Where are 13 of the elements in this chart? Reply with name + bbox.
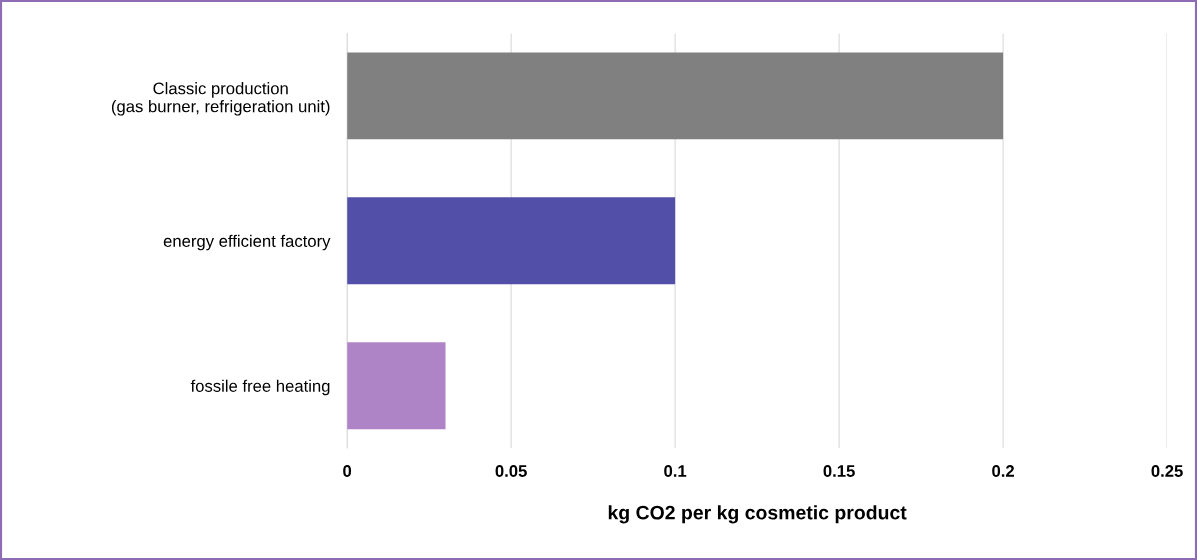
- bar: [347, 197, 676, 285]
- x-tick-label: 0: [343, 465, 352, 477]
- x-axis-title: kg CO2 per kg cosmetic product: [608, 505, 907, 524]
- x-tick-label: 0.1: [664, 465, 687, 477]
- x-tick-label: 0.25: [1151, 465, 1183, 477]
- y-tick-label: fossile free heating: [190, 379, 330, 396]
- y-tick-label: Classic production (gas burner, refrigeration unit): [111, 82, 330, 116]
- bar: [347, 342, 446, 430]
- x-tick-label: 0.2: [992, 465, 1014, 477]
- x-tick-label: 0.15: [823, 465, 855, 477]
- x-tick-label: 0.05: [495, 465, 527, 477]
- y-tick-label: energy efficient factory: [163, 234, 331, 251]
- bar: [347, 52, 1004, 140]
